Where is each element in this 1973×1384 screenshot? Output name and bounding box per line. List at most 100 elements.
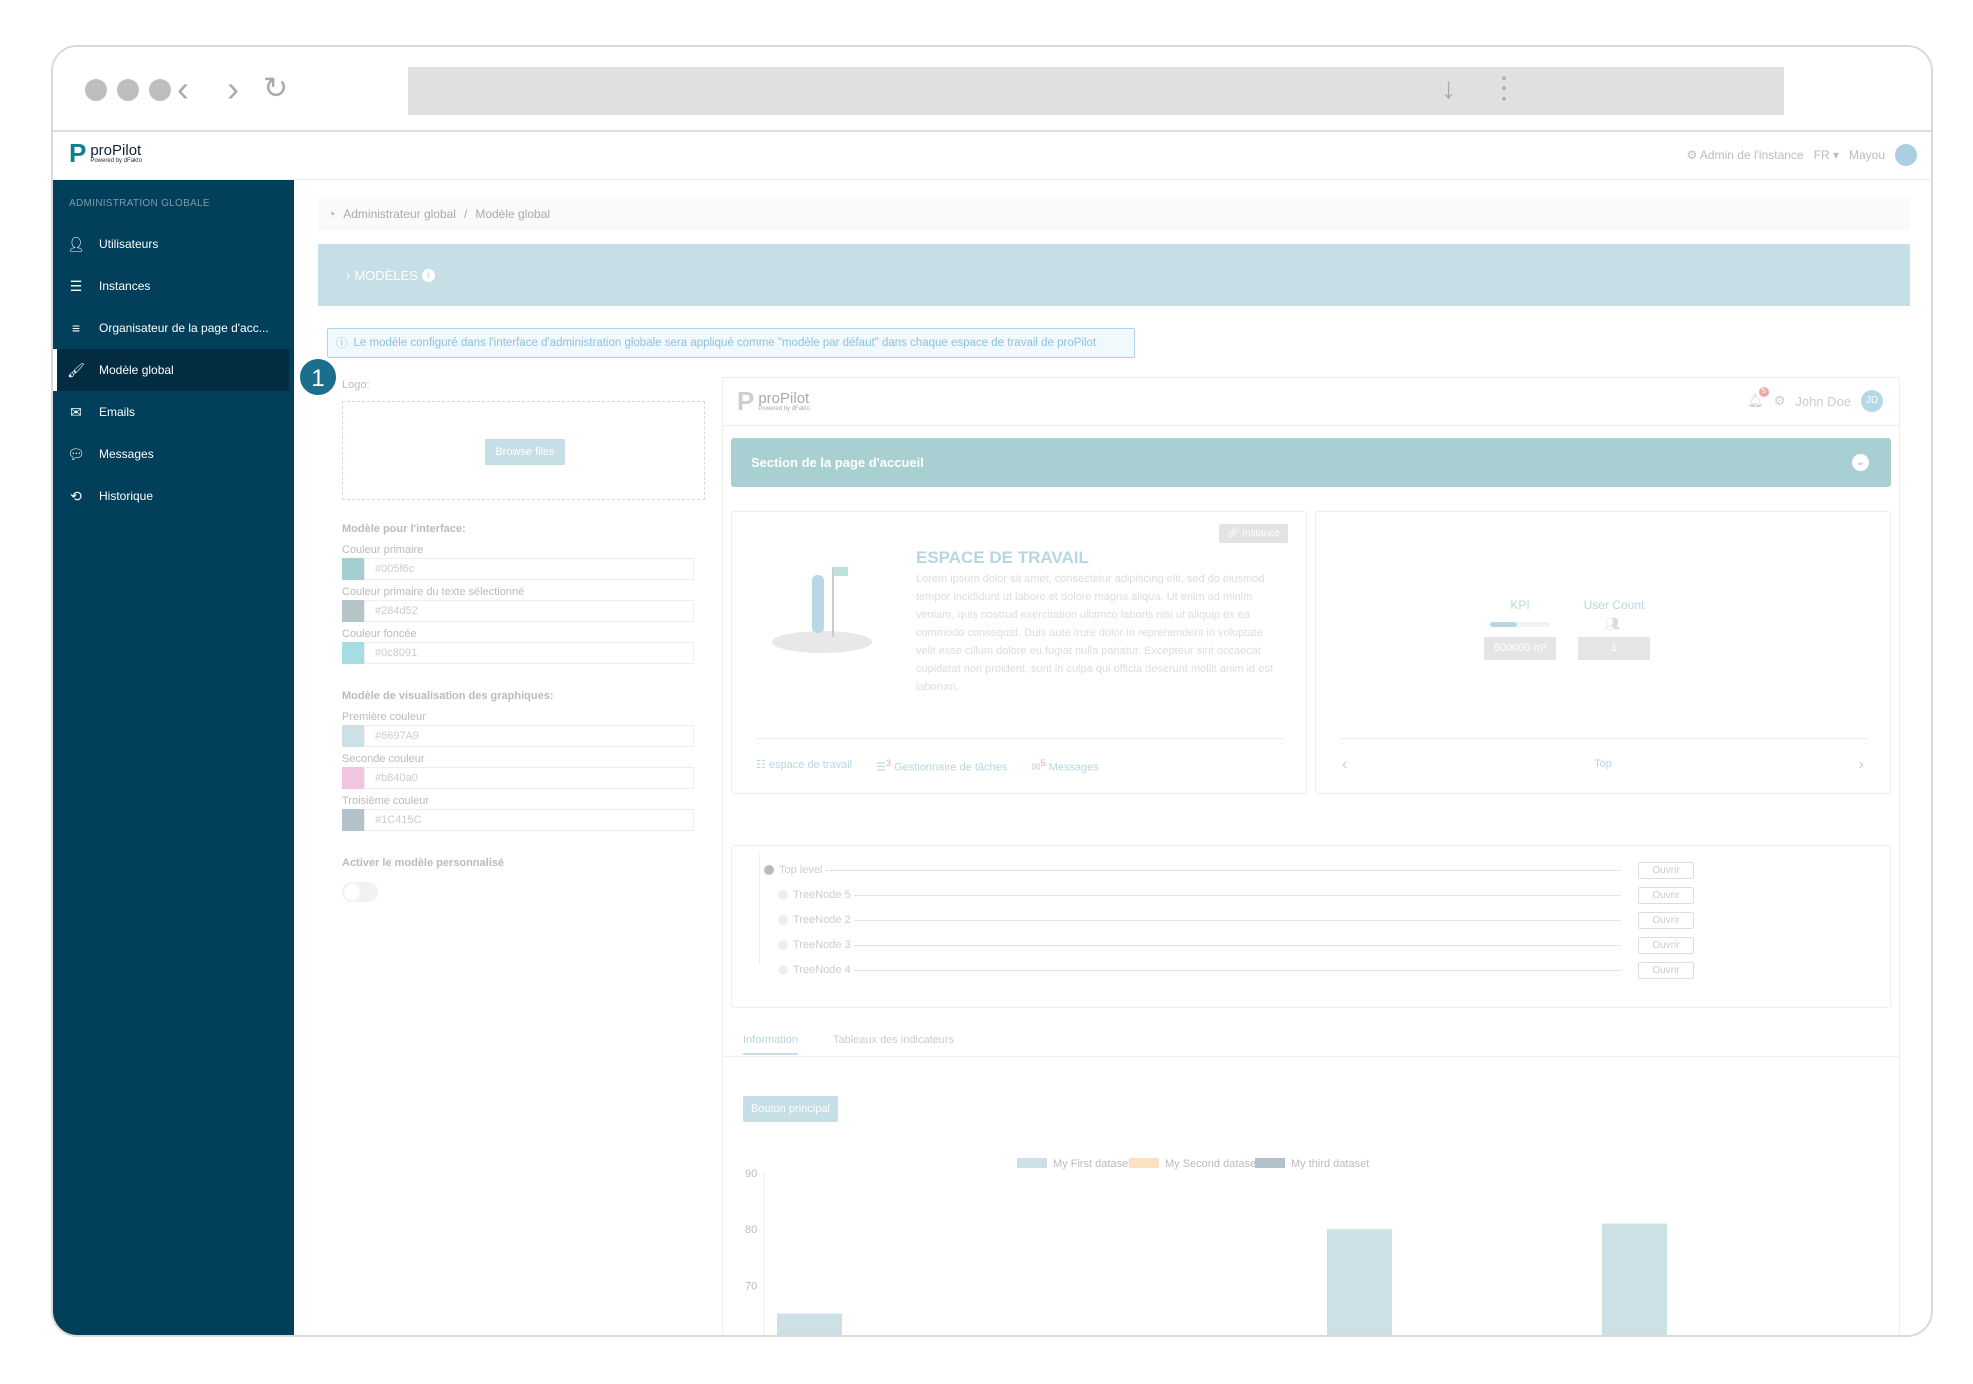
sidebar-item-label: Historique xyxy=(99,489,154,503)
color-swatch[interactable] xyxy=(342,767,364,789)
bell-icon[interactable]: 🔔︎ 5 xyxy=(1747,387,1769,409)
color-field: #0c8091 xyxy=(342,642,694,664)
open-button[interactable]: Ouvrir xyxy=(1638,936,1694,954)
tree-node-icon[interactable] xyxy=(778,915,788,925)
color-input[interactable]: #1C415C xyxy=(364,809,694,831)
tree-node-label: TreeNode 2 xyxy=(793,914,851,926)
tree-node-label: TreeNode 4 xyxy=(793,964,851,976)
color-swatch[interactable] xyxy=(342,725,364,747)
chevron-right-icon[interactable]: › xyxy=(1858,756,1864,773)
sidebar-item-emails[interactable]: ✉ Emails xyxy=(53,391,294,433)
sidebar-item-modele-global[interactable]: 🖌︎ Modèle global xyxy=(53,349,289,391)
tree-node-icon[interactable] xyxy=(778,890,788,900)
color-swatch[interactable] xyxy=(342,809,364,831)
activate-toggle[interactable] xyxy=(342,882,378,902)
download-icon[interactable]: ↓ xyxy=(1441,72,1456,105)
logo-dropzone[interactable]: Browse files xyxy=(342,401,705,500)
color-input[interactable]: #6697A9 xyxy=(364,725,694,747)
breadcrumb: ◔ Administrateur global / Modèle global xyxy=(318,197,1910,230)
sidebar-item-organisateur[interactable]: ≡ Organisateur de la page d'acc... xyxy=(53,307,294,349)
tree-node-icon[interactable] xyxy=(778,940,788,950)
preview-user-name[interactable]: John Doe xyxy=(1795,393,1851,409)
open-button[interactable]: Ouvrir xyxy=(1638,886,1694,904)
logo[interactable]: P proPilot Powered by dFakto xyxy=(69,138,142,169)
tree-row[interactable]: Top level Ouvrir xyxy=(764,860,1694,880)
gear-icon[interactable]: ⚙ xyxy=(1773,393,1786,408)
info-circle-icon: ⓘ xyxy=(336,338,348,350)
tree-row[interactable]: TreeNode 3 Ouvrir xyxy=(778,935,1694,955)
preview-logo: P proPilot Powered by dFakto xyxy=(737,386,810,417)
logo-text: proPilot xyxy=(758,390,810,407)
chevron-left-icon[interactable]: ‹ xyxy=(1342,756,1348,773)
open-button[interactable]: Ouvrir xyxy=(1638,961,1694,979)
sidebar-item-messages[interactable]: 💬︎ Messages xyxy=(53,433,294,475)
avatar[interactable] xyxy=(1895,144,1917,166)
workspace-link[interactable]: ☷ espace de travail xyxy=(756,758,852,774)
task-manager-link[interactable]: ☰3 Gestionnaire de tâches xyxy=(876,758,1007,774)
legend-swatch xyxy=(1129,1158,1159,1168)
browse-files-button[interactable]: Browse files xyxy=(485,439,565,465)
reload-icon[interactable]: ↻ xyxy=(263,72,289,105)
home-section-banner[interactable]: Section de la page d'accueil ⌄ xyxy=(731,438,1891,487)
open-button[interactable]: Ouvrir xyxy=(1638,911,1694,929)
breadcrumb-separator: / xyxy=(463,206,468,221)
language-select[interactable]: FR ▾ xyxy=(1813,148,1839,162)
primary-button[interactable]: Bouton principal xyxy=(743,1096,838,1122)
logo-text: proPilot xyxy=(90,142,142,159)
users-icon: 👥︎ xyxy=(1604,616,1621,631)
color-label: Première couleur xyxy=(342,711,426,723)
section-header[interactable]: › MODÈLES i xyxy=(318,244,1910,306)
tab-tableaux[interactable]: Tableaux des indicateurs xyxy=(833,1034,955,1046)
tree-row[interactable]: TreeNode 5 Ouvrir xyxy=(778,885,1694,905)
logo-icon: P xyxy=(737,386,755,416)
chevron-down-icon[interactable]: ⌄ xyxy=(1852,454,1869,471)
avatar[interactable]: JD xyxy=(1861,390,1883,412)
instance-badge[interactable]: 🔗︎ Instance xyxy=(1218,524,1288,543)
sidebar-item-historique[interactable]: ⟲ Historique xyxy=(53,475,294,517)
user-name[interactable]: Mayou xyxy=(1848,148,1885,162)
color-swatch[interactable] xyxy=(342,558,364,580)
collapse-icon[interactable] xyxy=(764,865,774,875)
open-button[interactable]: Ouvrir xyxy=(1638,861,1694,879)
messages-link[interactable]: ✉5 Messages xyxy=(1031,758,1099,774)
tree-row[interactable]: TreeNode 4 Ouvrir xyxy=(778,960,1694,980)
envelope-icon: ✉ xyxy=(1031,761,1041,774)
color-label: Couleur primaire xyxy=(342,544,424,556)
color-input[interactable]: #005f6c xyxy=(364,558,694,580)
kpi-value: 500000 m³ xyxy=(1484,637,1556,660)
sidebar-title: ADMINISTRATION GLOBALE xyxy=(69,198,210,209)
tab-information[interactable]: Information xyxy=(743,1034,799,1055)
browser-window: ‹ › ↻ ↓ ⋮ P proPilot Powered by dFakto ⚙… xyxy=(51,45,1933,1337)
activate-label: Activer le modèle personnalisé xyxy=(342,857,505,869)
admin-link[interactable]: ⚙ Admin de l'instance xyxy=(1686,148,1803,162)
color-field: #284d52 xyxy=(342,600,694,622)
window-dot[interactable] xyxy=(149,79,171,101)
window-dot[interactable] xyxy=(117,79,139,101)
tree-node-label: TreeNode 5 xyxy=(793,889,851,901)
color-swatch[interactable] xyxy=(342,642,364,664)
carousel-label: Top xyxy=(1594,758,1612,770)
window-dot[interactable] xyxy=(85,79,107,101)
tree-row[interactable]: TreeNode 2 Ouvrir xyxy=(778,910,1694,930)
sidebar-item-instances[interactable]: ☰ Instances xyxy=(53,265,294,307)
workspace-title: ESPACE DE TRAVAIL xyxy=(916,548,1089,567)
color-swatch[interactable] xyxy=(342,600,364,622)
color-input[interactable]: #0c8091 xyxy=(364,642,694,664)
url-bar[interactable] xyxy=(408,67,1784,115)
sidebar-item-utilisateurs[interactable]: 👤︎ Utilisateurs xyxy=(53,223,294,265)
tree-node-icon[interactable] xyxy=(778,965,788,975)
forward-icon[interactable]: › xyxy=(227,68,239,109)
y-tick-label: 90 xyxy=(745,1168,757,1180)
back-icon[interactable]: ‹ xyxy=(177,68,189,109)
breadcrumb-item[interactable]: Administrateur global xyxy=(343,206,456,221)
preview-panel: P proPilot Powered by dFakto 🔔︎ 5 ⚙ John D… xyxy=(722,377,1900,1335)
info-icon[interactable]: i xyxy=(421,268,435,282)
link-icon: 🔗︎ xyxy=(1226,528,1240,539)
bar xyxy=(1327,1229,1392,1335)
y-tick-label: 80 xyxy=(745,1224,757,1236)
menu-icon[interactable]: ⋮ xyxy=(1489,72,1519,105)
color-input[interactable]: #b840a0 xyxy=(364,767,694,789)
chevron-right-icon: › xyxy=(346,267,351,283)
legend-label: My Second dataset xyxy=(1165,1158,1259,1170)
color-input[interactable]: #284d52 xyxy=(364,600,694,622)
